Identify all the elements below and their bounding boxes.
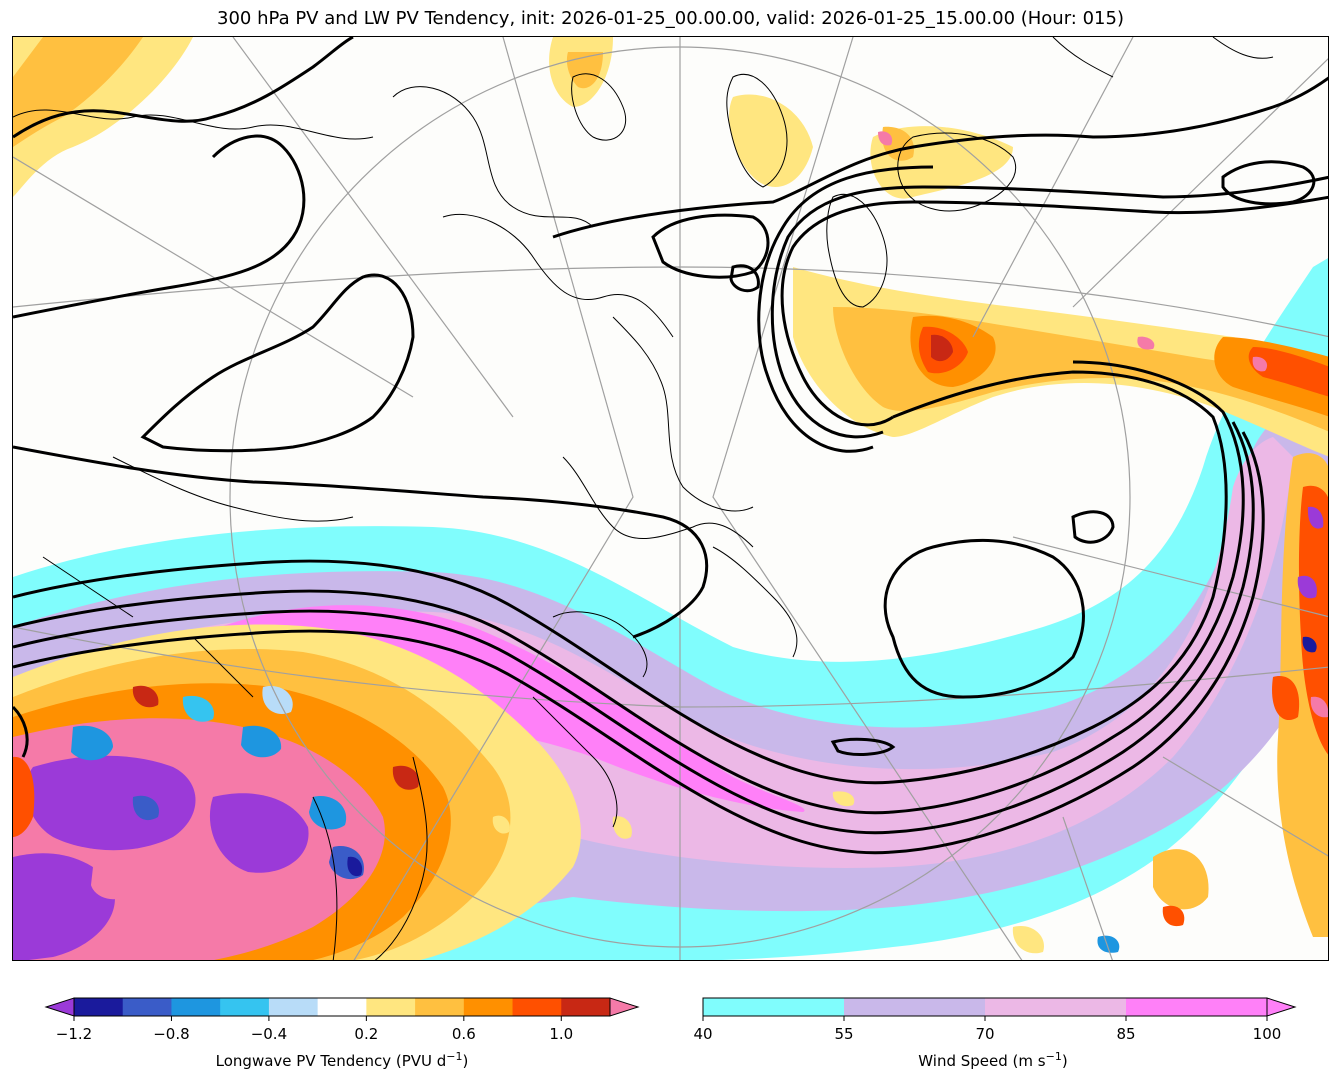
pv-tendency-tick-label: −0.4 [250, 1025, 288, 1043]
wind-speed-tick-label: 85 [1116, 1025, 1136, 1043]
map-canvas [13, 37, 1328, 960]
wind-speed-tick-label: 55 [834, 1025, 854, 1043]
pv-tendency-colorbar-label: Longwave PV Tendency (PVU d−1) [215, 1050, 469, 1070]
colorbar-swatch [844, 998, 986, 1016]
wind-speed-tick-label: 70 [975, 1025, 995, 1043]
pv-tendency-tick-label: −1.2 [55, 1025, 93, 1043]
pv-tendency-shading [13, 37, 1328, 960]
colorbar-swatch [171, 998, 221, 1016]
lat-lon-grid [13, 37, 1328, 960]
pv-tendency-tick-label: 0.6 [451, 1025, 476, 1043]
wind-speed-tick-label: 40 [693, 1025, 713, 1043]
colorbar-swatch [74, 998, 124, 1016]
colorbar-swatch [220, 998, 270, 1016]
colorbar-extend-low [44, 997, 75, 1017]
map-title: 300 hPa PV and LW PV Tendency, init: 202… [217, 8, 1124, 29]
pv-tendency-tick-label: −0.8 [153, 1025, 190, 1043]
pv-tendency-colorbar [44, 997, 640, 1021]
wind-speed-tick-label: 100 [1252, 1025, 1282, 1043]
colorbar-swatch [561, 998, 611, 1016]
colorbar-swatch [703, 998, 845, 1016]
colorbar-extend-high [609, 997, 640, 1017]
wind-speed-colorbar [702, 997, 1297, 1021]
colorbar-swatch [122, 998, 172, 1016]
coastlines [13, 37, 1274, 960]
pv-contours [13, 37, 1328, 855]
colorbar-swatch [985, 998, 1127, 1016]
colorbar-extend-high [1266, 997, 1297, 1017]
map-panel [12, 36, 1329, 961]
colorbar-swatch [317, 998, 367, 1016]
colorbar-swatch [415, 998, 465, 1016]
pv-tendency-tick-label: 0.2 [354, 1025, 379, 1043]
colorbar-swatch [366, 998, 416, 1016]
colorbar-swatch [463, 998, 514, 1016]
colorbar-swatch [512, 998, 562, 1016]
pv-tendency-tick-label: 1.0 [549, 1025, 574, 1043]
colorbar-swatch [268, 998, 319, 1016]
wind-speed-colorbar-label: Wind Speed (m s−1) [918, 1050, 1068, 1070]
colorbar-swatch [1126, 998, 1268, 1016]
